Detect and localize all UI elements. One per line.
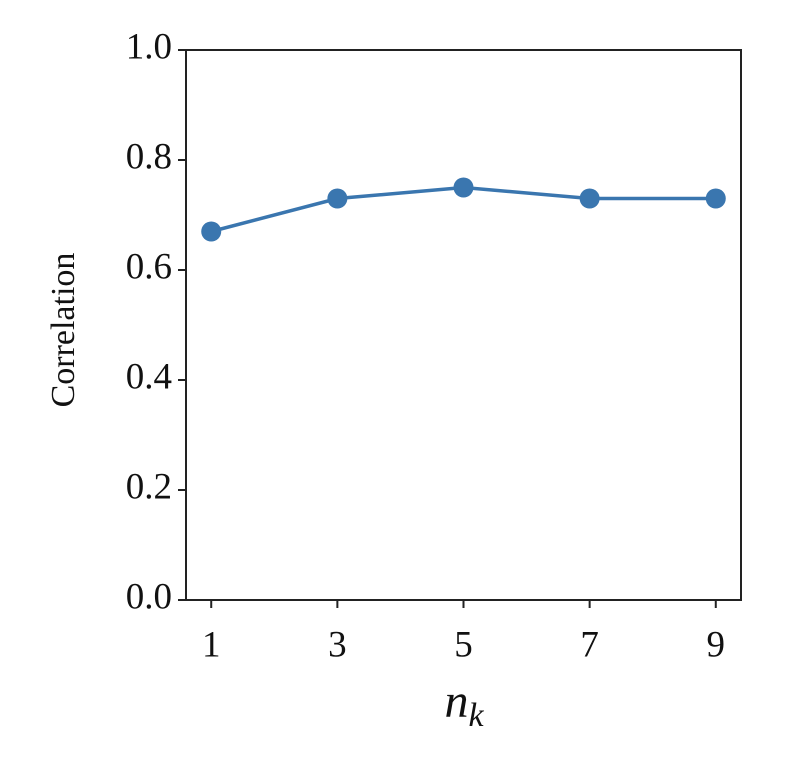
x-axis-label: nk bbox=[444, 675, 484, 734]
data-point bbox=[453, 177, 474, 198]
x-tick-label: 9 bbox=[707, 624, 726, 665]
y-axis-label: Correlation bbox=[45, 253, 82, 408]
x-tick-label: 7 bbox=[580, 624, 599, 665]
y-tick-label: 1.0 bbox=[126, 26, 172, 67]
y-tick-label: 0.0 bbox=[126, 576, 172, 617]
data-point bbox=[705, 188, 726, 209]
y-tick-label: 0.8 bbox=[126, 136, 172, 177]
x-axis-label-base: n bbox=[444, 675, 468, 728]
y-tick-label: 0.6 bbox=[126, 246, 172, 287]
data-point bbox=[327, 188, 348, 209]
x-tick-label: 3 bbox=[328, 624, 347, 665]
data-point bbox=[579, 188, 600, 209]
y-tick-label: 0.4 bbox=[126, 356, 172, 397]
x-axis-label-subscript: k bbox=[468, 697, 484, 734]
data-point bbox=[201, 221, 222, 242]
y-tick-label: 0.2 bbox=[126, 466, 172, 507]
plot-frame bbox=[185, 49, 742, 601]
x-tick-label: 5 bbox=[454, 624, 473, 665]
x-tick-label: 1 bbox=[202, 624, 221, 665]
